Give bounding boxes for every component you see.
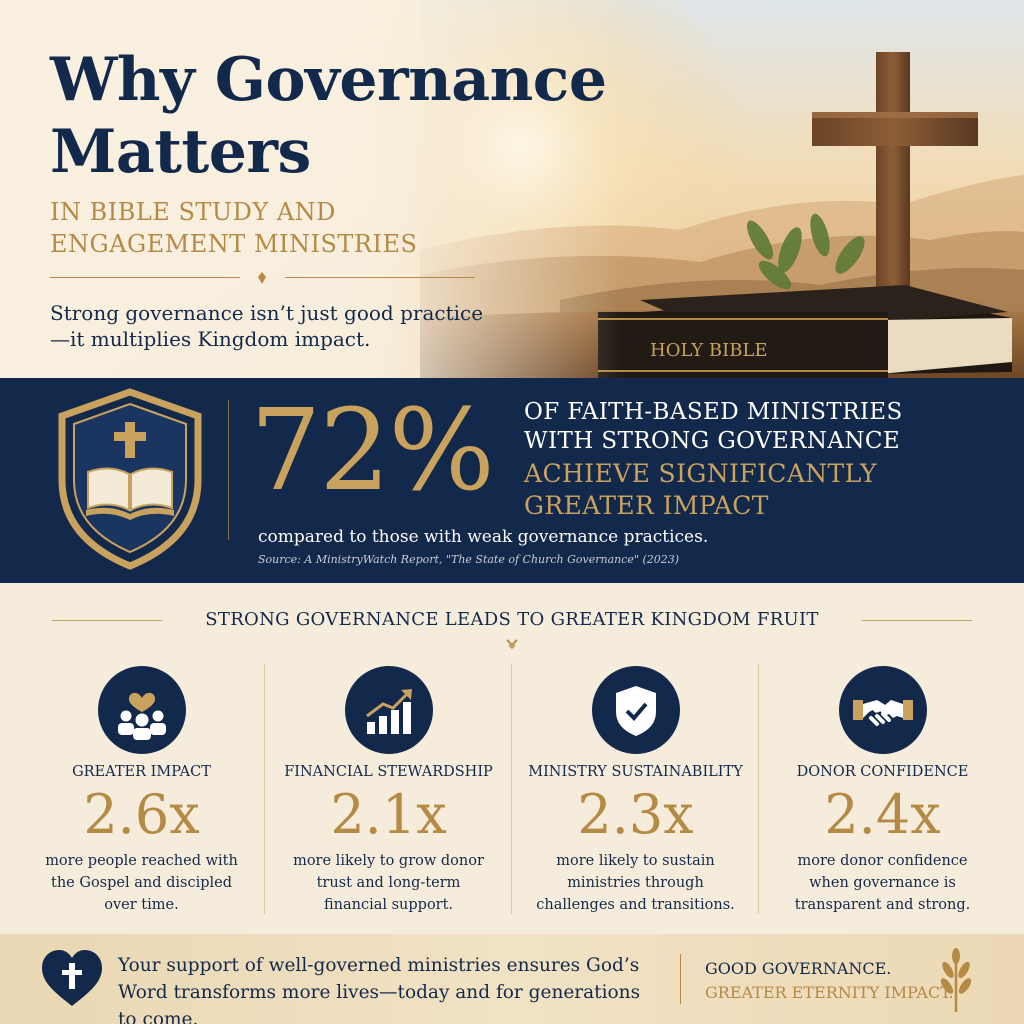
- section-heading: Strong Governance Leads to Greater Kingd…: [0, 600, 1024, 660]
- metric-card: Greater Impact 2.6x more people reached …: [18, 660, 265, 920]
- stat-highlight-line-1: achieve significantly: [524, 459, 877, 488]
- footer-divider: [680, 954, 681, 1004]
- card-title: Donor Confidence: [796, 764, 969, 780]
- shield-bible-icon: [58, 388, 202, 570]
- stat-banner: 72% of faith-based ministries with stron…: [0, 378, 1024, 583]
- footer-message: Your support of well-governed ministries…: [118, 955, 641, 1024]
- bible-label: HOLY BIBLE: [650, 340, 768, 361]
- growth-chart-icon: [345, 666, 433, 754]
- banner-divider: [228, 400, 229, 540]
- heading-rule-left: [52, 620, 162, 621]
- hero-text-backdrop: [0, 0, 620, 378]
- page-title: Why Governance Matters: [50, 45, 607, 187]
- card-description: more donor confidence when governance is…: [794, 853, 971, 913]
- card-value: 2.3x: [577, 783, 694, 846]
- section-title: Strong Governance Leads to Greater Kingd…: [205, 609, 819, 630]
- card-value: 2.6x: [83, 783, 200, 846]
- footer-banner: Your support of well-governed ministries…: [0, 934, 1024, 1024]
- card-description: more likely to grow donor trust and long…: [293, 853, 484, 913]
- metric-cards: Greater Impact 2.6x more people reached …: [18, 660, 1006, 920]
- card-divider: [264, 664, 265, 914]
- card-value: 2.1x: [330, 783, 447, 846]
- chevron-down-icon: [506, 639, 518, 650]
- ornament-icon: [258, 272, 266, 284]
- card-title: Greater Impact: [72, 764, 211, 780]
- card-description: more people reached with the Gospel and …: [45, 853, 238, 913]
- stat-description-line-2: with strong governance: [524, 428, 901, 454]
- card-divider: [511, 664, 512, 914]
- card-description: more likely to sustain ministries throug…: [536, 853, 735, 913]
- headline-stat-value: 72%: [250, 386, 495, 516]
- footer-slogan-line-2: Greater Eternity Impact.: [705, 983, 954, 1002]
- stat-highlight-line-2: greater impact: [524, 491, 769, 520]
- card-value: 2.4x: [824, 783, 941, 846]
- footer-slogan-line-1: Good Governance.: [705, 959, 892, 978]
- page-subtitle: In Bible Study and Engagement Ministries: [50, 198, 418, 258]
- handshake-icon: [839, 666, 927, 754]
- metric-card: Financial Stewardship 2.1x more likely t…: [265, 660, 512, 920]
- hero-tagline: Strong governance isn’t just good practi…: [50, 301, 484, 351]
- hero-divider: [50, 272, 475, 284]
- card-title: Ministry Sustainability: [528, 764, 743, 780]
- heart-cross-icon: [42, 950, 102, 1006]
- wheat-icon: [940, 948, 972, 1012]
- stat-description-line-1: of faith-based ministries: [524, 399, 903, 425]
- stat-comparison: compared to those with weak governance p…: [258, 527, 709, 547]
- stat-source: Source: A MinistryWatch Report, "The Sta…: [258, 553, 680, 566]
- heading-rule-right: [862, 620, 972, 621]
- metric-card: Donor Confidence 2.4x more donor confide…: [759, 660, 1006, 920]
- card-title: Financial Stewardship: [284, 764, 493, 780]
- card-divider: [758, 664, 759, 914]
- shield-check-icon: [592, 666, 680, 754]
- hero-section: HOLY BIBLE Why Governance Matters In Bib…: [0, 0, 1024, 378]
- community-heart-icon: [98, 666, 186, 754]
- metric-card: Ministry Sustainability 2.3x more likely…: [512, 660, 759, 920]
